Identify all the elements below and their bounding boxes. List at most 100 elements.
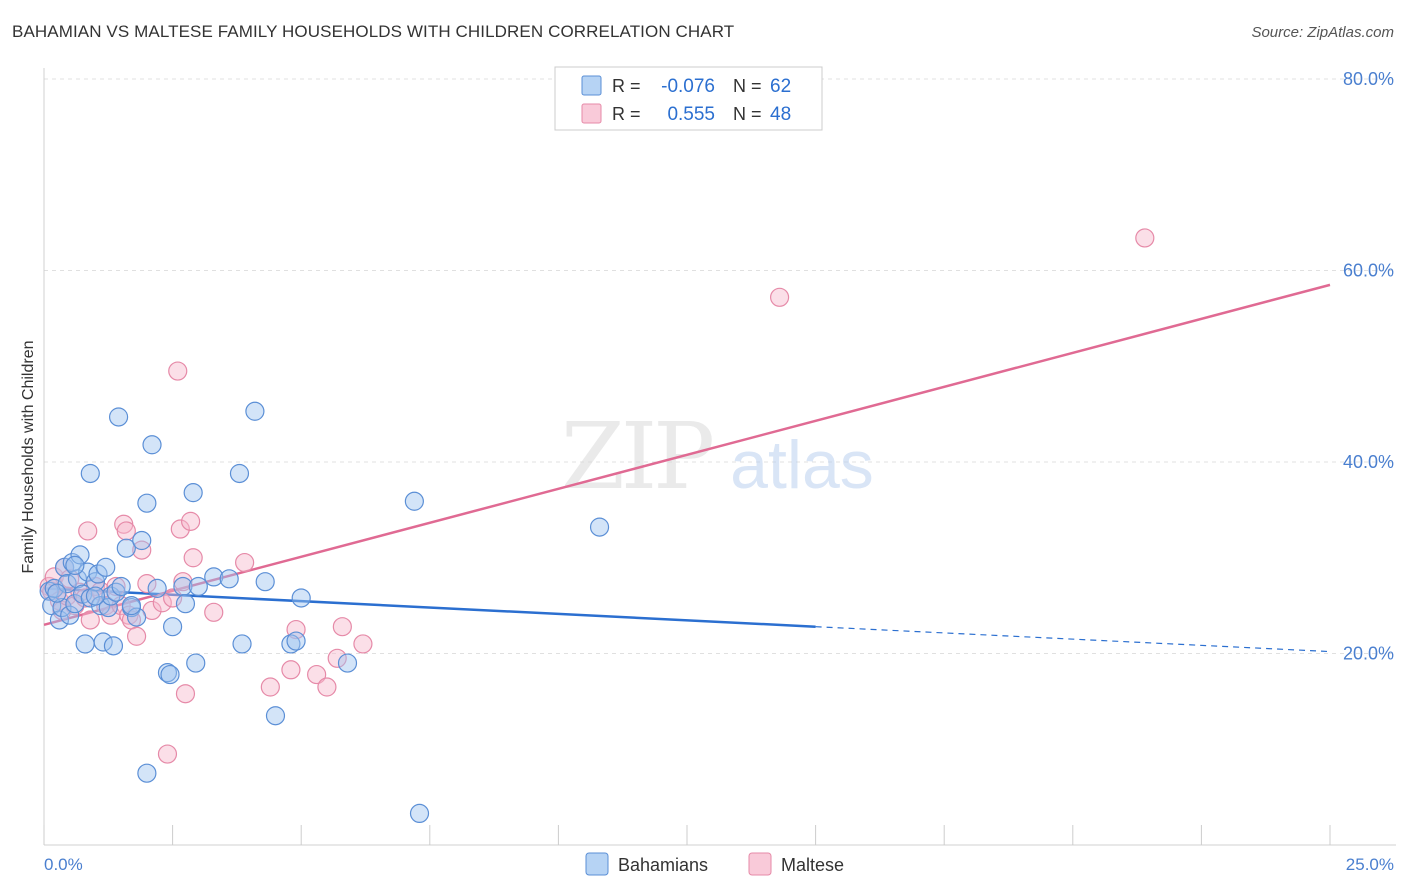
y-tick-labels: 20.0% 40.0% 60.0% 80.0% bbox=[1343, 69, 1394, 664]
bahamian-point bbox=[49, 610, 70, 630]
maltese-point bbox=[235, 552, 255, 573]
bahamian-point bbox=[101, 586, 121, 606]
maltese-point bbox=[260, 677, 280, 697]
y-axis-label: Family Households with Children bbox=[20, 341, 37, 574]
bahamian-point bbox=[409, 803, 430, 824]
bahamian-point bbox=[52, 597, 72, 618]
maltese-point bbox=[80, 610, 100, 630]
x-tick-label-max: 25.0% bbox=[1346, 855, 1394, 874]
bahamian-point bbox=[188, 576, 208, 597]
bahamian-point bbox=[137, 493, 157, 513]
source-label: Source: ZipAtlas.com bbox=[1251, 24, 1394, 41]
bahamian-point bbox=[65, 555, 85, 576]
maltese-point bbox=[317, 677, 337, 697]
y-tick-label: 20.0% bbox=[1343, 644, 1394, 664]
trend-line-maltese bbox=[43, 283, 1331, 626]
watermark: ZIP atlas bbox=[561, 403, 874, 510]
bahamian-point bbox=[291, 588, 311, 608]
legend-swatch-bahamians[interactable] bbox=[585, 852, 609, 876]
bahamian-point bbox=[103, 636, 124, 656]
bahamian-point bbox=[85, 586, 106, 606]
bahamian-point bbox=[85, 572, 106, 592]
bahamian-point bbox=[245, 401, 265, 421]
maltese-point bbox=[175, 684, 196, 704]
trend-lines bbox=[43, 283, 1331, 653]
bahamian-point bbox=[70, 545, 90, 565]
bahamian-point bbox=[175, 594, 196, 614]
trend-line-bahamians bbox=[43, 587, 816, 628]
maltese-point bbox=[327, 648, 347, 668]
bahamian-point bbox=[183, 483, 203, 503]
bahamian-point bbox=[265, 706, 286, 726]
bahamian-point bbox=[186, 653, 206, 673]
bahamian-point bbox=[111, 576, 131, 597]
bahamian-point bbox=[137, 763, 157, 783]
legend-swatch-maltese[interactable] bbox=[748, 852, 772, 876]
maltese-points bbox=[39, 228, 1155, 764]
watermark-atlas: atlas bbox=[730, 427, 874, 503]
bahamian-point bbox=[126, 607, 147, 627]
legend-label-bahamians[interactable]: Bahamians bbox=[618, 855, 708, 875]
bahamian-point bbox=[160, 664, 180, 685]
stats-r-value-bahamians: -0.076 bbox=[661, 76, 715, 97]
bahamian-point bbox=[147, 578, 167, 598]
x-axis-ticks bbox=[43, 825, 1331, 845]
bahamian-point bbox=[404, 491, 424, 511]
bahamian-point bbox=[106, 582, 126, 602]
maltese-point bbox=[281, 660, 301, 680]
bahamian-point bbox=[232, 634, 252, 654]
maltese-point bbox=[769, 287, 790, 307]
bahamian-point bbox=[88, 564, 108, 584]
maltese-point bbox=[181, 511, 201, 531]
maltese-point bbox=[307, 664, 327, 685]
y-tick-label: 60.0% bbox=[1343, 261, 1394, 281]
maltese-point bbox=[332, 617, 352, 637]
stats-r-label-bahamians: R = bbox=[612, 76, 641, 96]
chart-title: BAHAMIAN VS MALTESE FAMILY HOUSEHOLDS WI… bbox=[12, 22, 735, 41]
stats-n-label-bahamians: N = bbox=[733, 76, 762, 96]
maltese-point bbox=[78, 521, 98, 541]
bahamian-point bbox=[281, 634, 301, 654]
y-tick-label: 80.0% bbox=[1343, 69, 1394, 89]
stats-r-value-maltese: 0.555 bbox=[667, 104, 715, 125]
maltese-point bbox=[286, 619, 306, 640]
bahamian-point bbox=[116, 538, 136, 558]
bahamian-point bbox=[337, 653, 358, 673]
bahamian-points bbox=[39, 401, 610, 824]
maltese-point bbox=[106, 576, 126, 597]
maltese-point bbox=[116, 521, 136, 541]
maltese-point bbox=[353, 634, 373, 654]
bahamian-point bbox=[229, 463, 250, 484]
x-tick-label-min: 0.0% bbox=[44, 855, 83, 874]
bahamian-point bbox=[108, 407, 129, 427]
y-tick-label: 40.0% bbox=[1343, 452, 1394, 472]
bahamian-point bbox=[47, 583, 67, 603]
trend-line-bahamians-extension bbox=[815, 626, 1331, 653]
bahamian-point bbox=[75, 634, 95, 654]
bahamian-point bbox=[163, 617, 183, 637]
bahamian-point bbox=[98, 597, 118, 618]
maltese-point bbox=[137, 574, 157, 594]
bahamian-point bbox=[132, 530, 152, 551]
maltese-point bbox=[168, 361, 188, 381]
stats-r-label-maltese: R = bbox=[612, 104, 641, 124]
maltese-point bbox=[157, 744, 178, 764]
bahamian-point bbox=[80, 463, 100, 484]
bahamian-point bbox=[121, 596, 142, 616]
bahamian-point bbox=[90, 596, 111, 616]
stats-n-label-maltese: N = bbox=[733, 104, 762, 124]
bahamian-point bbox=[142, 435, 162, 455]
maltese-point bbox=[152, 593, 172, 613]
stats-n-value-bahamians: 62 bbox=[770, 76, 791, 97]
bottom-legend: Bahamians Maltese bbox=[585, 852, 844, 876]
watermark-zip: ZIP bbox=[561, 403, 712, 510]
bahamian-point bbox=[60, 605, 80, 625]
bahamian-point bbox=[255, 572, 275, 592]
bahamian-point bbox=[589, 517, 610, 537]
maltese-point bbox=[1135, 228, 1155, 248]
stats-swatch-maltese bbox=[581, 103, 602, 124]
stats-swatch-bahamians bbox=[581, 75, 602, 96]
maltese-point bbox=[170, 519, 190, 539]
legend-label-maltese[interactable]: Maltese bbox=[781, 855, 844, 875]
